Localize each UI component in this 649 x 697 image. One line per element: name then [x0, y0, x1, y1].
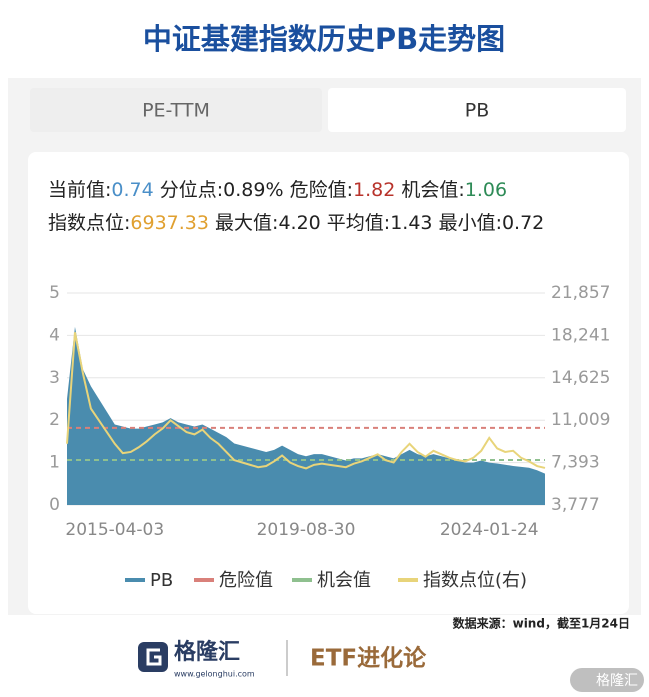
legend-label: PB	[150, 570, 173, 591]
stat-label: 平均值:	[327, 212, 390, 234]
x-tick-label: 2024-01-24	[440, 520, 539, 540]
tab[interactable]: PB	[328, 88, 626, 132]
y2-tick-label: 3,777	[551, 495, 600, 515]
stat-value: 1.43	[390, 212, 432, 234]
stat-label: 机会值:	[401, 179, 464, 201]
y-tick-label: 4	[49, 325, 60, 345]
stats-line: 当前值:0.74 分位点:0.89% 危险值:1.82 机会值:1.06	[48, 179, 507, 201]
stat-value: 1.06	[465, 179, 507, 201]
brand: 格隆汇	[174, 639, 240, 665]
legend-item: PB	[125, 570, 173, 591]
source-note: 数据来源：wind，截至1月24日	[453, 616, 630, 631]
x-tick-label: 2015-04-03	[65, 520, 164, 540]
tab-label: PE-TTM	[142, 100, 210, 122]
legend-label: 机会值	[317, 570, 371, 591]
y-tick-label: 0	[49, 495, 60, 515]
y2-tick-label: 14,625	[551, 368, 610, 388]
tab-bg	[30, 88, 322, 132]
y-tick-label: 3	[49, 368, 60, 388]
legend-label: 危险值	[219, 570, 273, 591]
watermark: 格隆汇	[596, 673, 638, 689]
column-name: ETF进化论	[310, 645, 427, 672]
tab-label: PB	[465, 100, 490, 122]
stat-value: 1.82	[353, 179, 395, 201]
stat-label: 当前值:	[48, 179, 111, 201]
stat-label: 最小值:	[439, 212, 502, 234]
stat-label: 危险值:	[290, 179, 353, 201]
stat-label: 指数点位:	[48, 212, 130, 234]
stat-label: 最大值:	[215, 212, 278, 234]
stat-value: 0.89%	[223, 179, 283, 201]
legend-item: 机会值	[292, 570, 371, 591]
y2-tick-label: 18,241	[551, 325, 610, 345]
legend-item: 指数点位(右)	[398, 570, 527, 591]
tab[interactable]: PE-TTM	[30, 88, 322, 132]
stat-value: 4.20	[278, 212, 320, 234]
legend-item: 危险值	[194, 570, 273, 591]
stat-value: 6937.33	[130, 212, 209, 234]
y-tick-label: 1	[49, 453, 60, 473]
x-tick-label: 2019-08-30	[257, 520, 356, 540]
y-tick-label: 5	[49, 283, 60, 303]
y2-tick-label: 11,009	[551, 410, 610, 430]
watermark-badge	[570, 668, 644, 692]
y2-tick-label: 21,857	[551, 283, 610, 303]
tab-bg	[328, 88, 626, 132]
brand-url: www.gelonghui.com	[174, 670, 255, 679]
y2-tick-label: 7,393	[551, 453, 600, 473]
stats-line: 指数点位:6937.33 最大值:4.20 平均值:1.43 最小值:0.72	[48, 212, 544, 234]
stat-value: 0.72	[502, 212, 544, 234]
logo	[138, 642, 168, 672]
page-title: 中证基建指数历史PB走势图	[143, 22, 505, 56]
stat-value: 0.74	[111, 179, 153, 201]
line	[66, 332, 546, 470]
stat-label: 分位点:	[160, 179, 223, 201]
y-tick-label: 2	[49, 410, 60, 430]
legend-label: 指数点位(右)	[423, 570, 527, 591]
